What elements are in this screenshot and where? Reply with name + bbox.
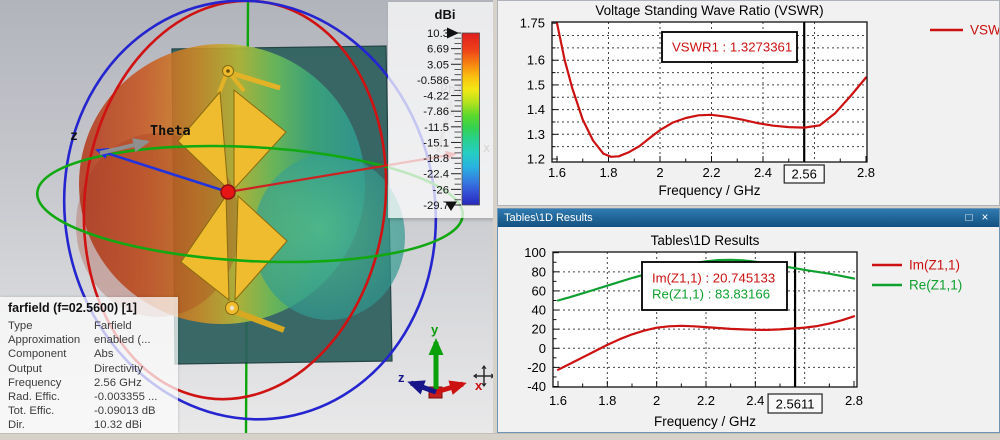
svg-text:80: 80 [532, 264, 546, 279]
farfield-info-row: Tot. Effic. -0.09013 dB [8, 405, 156, 418]
colorbar-scale: 10.3 6.69 3.05 -0.586 -4.22 -7.86 -11.5 -15.1 -1… [417, 27, 480, 212]
move-cursor-icon [473, 365, 493, 387]
farfield-info-panel: farfield (f=02.5600) [1] Type Farfield App… [0, 297, 178, 433]
svg-text:1.6: 1.6 [527, 53, 545, 68]
svg-text:40: 40 [532, 303, 546, 318]
svg-text:2.5611: 2.5611 [776, 397, 815, 412]
series-Im(Z1,1)[interactable] [556, 315, 856, 371]
svg-text:1.2: 1.2 [527, 152, 545, 167]
svg-text:10.3: 10.3 [427, 28, 449, 40]
svg-text:60: 60 [532, 283, 546, 298]
svg-text:-22.4: -22.4 [423, 169, 449, 181]
farfield-info-row: Output Directivity [8, 362, 143, 375]
marker-readout-box[interactable] [641, 261, 788, 311]
vswr-panel: 1.6 1.8 2 2.2 2.4 2.8 1.75 1.6 1.5 1.4 1.3 1.2 VSWR1… [497, 0, 1000, 206]
svg-text:2: 2 [656, 165, 663, 180]
svg-text:1.6: 1.6 [549, 393, 567, 408]
svg-text:Re(Z1,1) : 83.83166: Re(Z1,1) : 83.83166 [652, 287, 770, 302]
marker-value-box[interactable] [767, 393, 823, 414]
svg-text:Frequency / GHz: Frequency / GHz [654, 414, 756, 429]
svg-text:Im(Z1,1): Im(Z1,1) [909, 258, 960, 273]
svg-text:-0.586: -0.586 [417, 75, 449, 87]
svg-text:-15.1: -15.1 [423, 137, 449, 149]
z-axis-arrow [95, 147, 229, 194]
triad-x-label: x [475, 378, 483, 393]
svg-text:3.05: 3.05 [427, 59, 449, 71]
svg-text:6.69: 6.69 [427, 44, 449, 56]
svg-text:100: 100 [524, 245, 546, 260]
tables-titlebar[interactable]: Tables\1D Results □ × [498, 209, 999, 227]
svg-text:VSWR1: VSWR1 [970, 23, 999, 38]
svg-text:Voltage Standing Wave Ratio (V: Voltage Standing Wave Ratio (VSWR) [595, 3, 823, 18]
svg-text:2.4: 2.4 [746, 393, 764, 408]
svg-text:-7.86: -7.86 [423, 106, 449, 118]
svg-text:-18.8: -18.8 [423, 153, 449, 165]
bottom-strip [0, 433, 1000, 440]
vswr-chart[interactable]: 1.6 1.8 2 2.2 2.4 2.8 1.75 1.6 1.5 1.4 1.3 1.2 VSWR1… [498, 1, 999, 205]
farfield-info-rows: Type Farfield Approximation enabled (... Com… [0, 319, 178, 433]
svg-text:1.3: 1.3 [527, 127, 545, 142]
colorbar-title: dBi [435, 7, 456, 22]
tables-title: Tables\1D Results [504, 212, 593, 224]
z-axis-label: z [70, 129, 78, 144]
farfield-info-row: Dir. 10.32 dBi [8, 419, 142, 432]
svg-text:2.2: 2.2 [697, 393, 715, 408]
farfield-info-row: Component Abs [8, 348, 114, 361]
farfield-info-row: Approximation enabled (... [8, 334, 151, 347]
series-VSWR1[interactable] [555, 22, 868, 158]
3d-scene[interactable]: z Theta Phi x y x z [0, 0, 493, 433]
marker-value-box[interactable] [783, 164, 825, 184]
marker-readout-box[interactable] [661, 31, 798, 63]
svg-text:1.8: 1.8 [599, 165, 617, 180]
svg-text:1.8: 1.8 [598, 393, 616, 408]
farfield-info-row: Rad. Effic. -0.003355 ... [8, 391, 158, 404]
svg-text:1.6: 1.6 [548, 165, 566, 180]
colorbar-max-marker[interactable] [447, 27, 459, 39]
svg-text:-26: -26 [433, 184, 449, 196]
colorbar-min-marker[interactable] [445, 201, 457, 212]
svg-text:-11.5: -11.5 [424, 122, 449, 134]
svg-text:-40: -40 [527, 379, 546, 394]
svg-text:1.4: 1.4 [527, 102, 545, 117]
svg-text:-4.22: -4.22 [423, 91, 449, 103]
tables-window: Tables\1D Results □ × 1.6 1.8 2 2.2 2.4 2.8 10… [497, 208, 1000, 433]
svg-text:Im(Z1,1) : 20.745133: Im(Z1,1) : 20.745133 [652, 271, 775, 286]
farfield-info-row: Type Farfield [8, 320, 132, 332]
theta-axis-arrow [99, 138, 151, 155]
triad-z-label: z [398, 370, 405, 385]
svg-text:2.4: 2.4 [754, 165, 772, 180]
svg-text:VSWR1 : 1.3273361: VSWR1 : 1.3273361 [672, 40, 792, 55]
colorbar-panel: dBi 10.3 6.69 3.05 -0.586 -4.22 -7.86 -11.5 -15… [388, 2, 493, 218]
svg-text:Frequency / GHz: Frequency / GHz [658, 183, 760, 198]
axis-triad: y x z [398, 322, 483, 399]
farfield-info-row: Frequency 2.56 GHz [8, 376, 142, 389]
origin-feed-point [220, 184, 236, 200]
svg-text:2.8: 2.8 [857, 165, 875, 180]
maximize-button[interactable]: □ [965, 212, 973, 224]
svg-text:-20: -20 [527, 360, 546, 375]
svg-text:20: 20 [532, 322, 546, 337]
svg-text:1.75: 1.75 [520, 16, 545, 31]
svg-text:1.5: 1.5 [527, 77, 545, 92]
svg-text:2.8: 2.8 [845, 393, 863, 408]
bowtie-antenna[interactable] [177, 65, 288, 333]
svg-text:2: 2 [653, 393, 660, 408]
theta-axis-label: Theta [150, 123, 191, 139]
3d-viewport[interactable]: z Theta Phi x y x z [0, 0, 493, 433]
impedance-chart[interactable]: 1.6 1.8 2 2.2 2.4 2.8 100 80 60 40 20 0 -20 -40 Im(Z1,… [498, 227, 999, 432]
svg-text:Tables\1D Results: Tables\1D Results [651, 233, 760, 248]
farfield-info-header: farfield (f=02.5600) [1] [8, 301, 137, 315]
svg-text:-29.7: -29.7 [423, 200, 449, 212]
svg-text:2.2: 2.2 [702, 165, 720, 180]
svg-text:Re(Z1,1): Re(Z1,1) [909, 278, 962, 293]
svg-text:0: 0 [539, 341, 546, 356]
triad-y-label: y [431, 322, 439, 337]
close-button[interactable]: × [981, 212, 989, 224]
svg-text:2.56: 2.56 [792, 167, 817, 182]
